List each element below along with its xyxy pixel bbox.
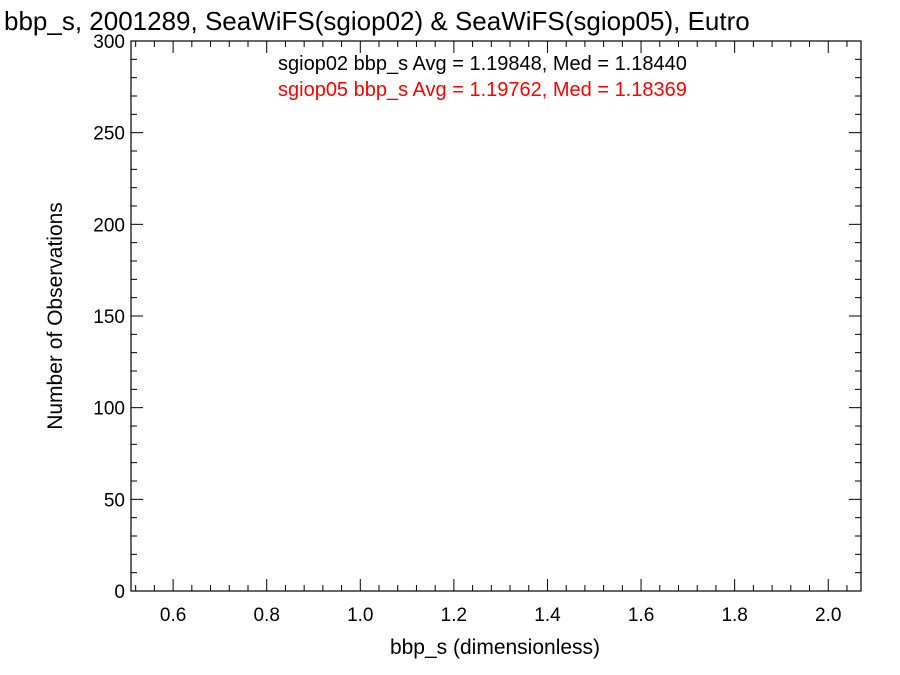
x-tick-label: 1.8 xyxy=(721,605,747,626)
y-tick-label: 250 xyxy=(93,124,125,145)
legend-entry-sgiop05: sgiop05 bbp_s Avg = 1.19762, Med = 1.183… xyxy=(278,79,687,101)
chart-title: bbp_s, 2001289, SeaWiFS(sgiop02) & SeaWi… xyxy=(4,6,750,36)
y-axis-label: Number of Observations xyxy=(44,202,67,430)
x-tick-label: 2.0 xyxy=(815,605,841,626)
x-tick-label: 1.0 xyxy=(347,605,373,626)
plot-frame xyxy=(130,40,862,592)
legend-entry-sgiop02: sgiop02 bbp_s Avg = 1.19848, Med = 1.184… xyxy=(278,53,687,75)
x-tick-label: 0.6 xyxy=(160,605,186,626)
y-tick-label: 300 xyxy=(93,32,125,53)
x-axis-label: bbp_s (dimensionless) xyxy=(390,636,600,659)
x-tick-label: 1.4 xyxy=(534,605,561,626)
y-tick-label: 100 xyxy=(93,399,125,420)
x-tick-label: 0.8 xyxy=(253,605,279,626)
x-tick-label: 1.2 xyxy=(441,605,467,626)
y-tick-label: 200 xyxy=(93,215,125,236)
y-tick-label: 150 xyxy=(93,307,125,328)
y-tick-label: 0 xyxy=(114,582,125,603)
y-tick-label: 50 xyxy=(104,490,125,511)
tick-layer: 0.6 0.8 1.0 1.2 1.4 1.6 1.8 2.0 0 50 100 150 200 250 3… xyxy=(93,32,861,626)
x-tick-label: 1.6 xyxy=(628,605,654,626)
